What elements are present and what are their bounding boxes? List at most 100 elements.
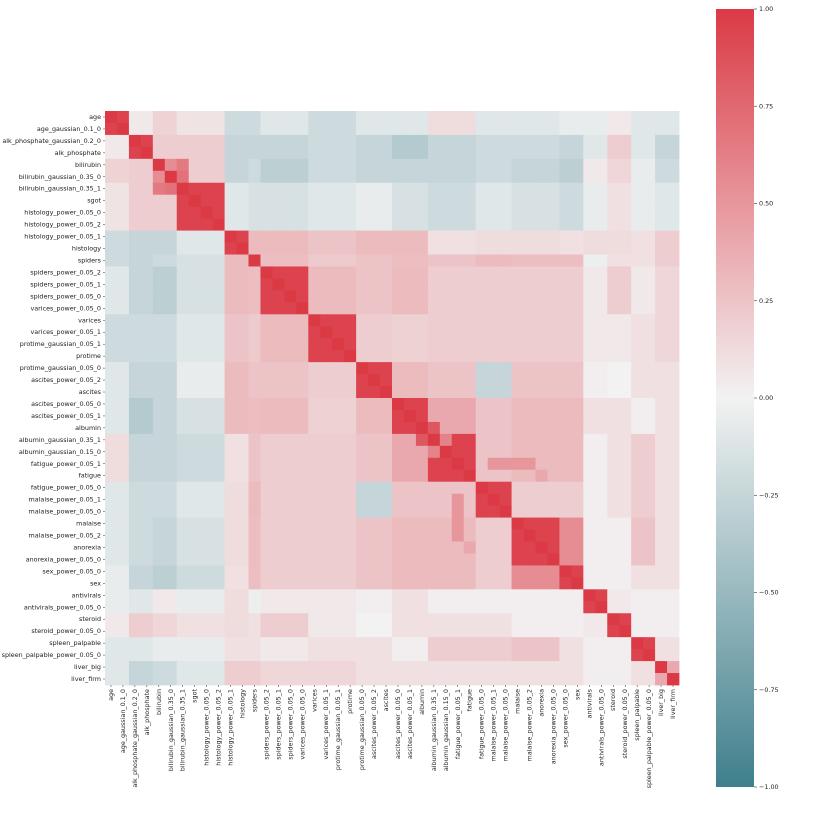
heatmap-cell bbox=[368, 529, 381, 542]
heatmap-cell bbox=[607, 613, 620, 626]
heatmap-cell bbox=[212, 661, 225, 674]
heatmap-cell bbox=[643, 326, 656, 339]
heatmap-cell bbox=[116, 649, 130, 662]
heatmap-cell bbox=[116, 577, 130, 590]
heatmap-cell bbox=[164, 517, 178, 530]
heatmap-cell bbox=[547, 386, 560, 399]
heatmap-cell bbox=[475, 529, 489, 542]
heatmap-cell bbox=[116, 386, 130, 399]
heatmap-cell bbox=[332, 170, 345, 184]
heatmap-cell bbox=[607, 481, 620, 495]
x-tick-label: albumin_gaussian_0.35_1 bbox=[430, 689, 438, 771]
heatmap-cell bbox=[655, 134, 668, 148]
heatmap-cell bbox=[116, 314, 130, 327]
heatmap-cell bbox=[583, 111, 596, 124]
heatmap-cell bbox=[224, 374, 237, 387]
heatmap-cell bbox=[140, 457, 154, 471]
heatmap-cell bbox=[595, 206, 608, 220]
heatmap-cell bbox=[140, 278, 154, 291]
x-tick-label: age_gaussian_0.1_0 bbox=[119, 689, 127, 753]
heatmap-cell bbox=[655, 338, 668, 351]
heatmap-cell bbox=[260, 170, 273, 184]
heatmap-cell bbox=[200, 673, 214, 686]
heatmap-cell bbox=[427, 433, 441, 447]
heatmap-cell bbox=[212, 553, 225, 566]
heatmap-cell bbox=[667, 146, 680, 160]
heatmap-cell bbox=[655, 589, 668, 602]
heatmap-cell bbox=[535, 242, 548, 255]
heatmap-cell bbox=[583, 290, 596, 303]
heatmap-cell bbox=[128, 134, 142, 148]
heatmap-cell bbox=[571, 601, 584, 614]
heatmap-cell bbox=[236, 362, 249, 375]
heatmap-cell bbox=[105, 206, 118, 220]
heatmap-cell bbox=[320, 170, 333, 184]
heatmap-cell bbox=[188, 589, 202, 602]
heatmap-cell bbox=[595, 398, 608, 411]
heatmap-cell bbox=[320, 421, 333, 435]
heatmap-cell bbox=[248, 493, 261, 507]
heatmap-cell bbox=[439, 146, 453, 160]
heatmap-cell bbox=[559, 242, 572, 255]
heatmap-cell bbox=[380, 302, 393, 315]
heatmap-cell bbox=[236, 170, 249, 184]
y-tick-label: bilirubin bbox=[75, 161, 101, 169]
heatmap-cell bbox=[164, 122, 178, 136]
heatmap-cell bbox=[332, 182, 345, 196]
heatmap-cell bbox=[643, 637, 656, 650]
heatmap-cell bbox=[248, 326, 261, 339]
heatmap-cell bbox=[392, 433, 405, 447]
heatmap-cell bbox=[320, 314, 333, 327]
heatmap-cell bbox=[487, 421, 501, 435]
heatmap-cell bbox=[415, 649, 429, 662]
heatmap-cell bbox=[368, 565, 381, 578]
heatmap-cell bbox=[152, 601, 166, 614]
heatmap-cell bbox=[164, 409, 178, 423]
heatmap-cell bbox=[487, 613, 501, 626]
heatmap-cell bbox=[415, 433, 429, 447]
heatmap-cell bbox=[140, 601, 154, 614]
heatmap-cell bbox=[380, 673, 393, 686]
heatmap-cell bbox=[427, 409, 441, 423]
heatmap-cell bbox=[356, 529, 369, 542]
heatmap-cell bbox=[655, 553, 668, 566]
heatmap-cell bbox=[631, 122, 644, 136]
heatmap-cell bbox=[116, 350, 130, 363]
heatmap-cell bbox=[236, 326, 249, 339]
heatmap-cell bbox=[368, 409, 381, 423]
heatmap-cell bbox=[523, 517, 536, 530]
heatmap-cell bbox=[392, 182, 405, 196]
heatmap-cell bbox=[260, 194, 273, 208]
heatmap-cell bbox=[344, 469, 357, 483]
heatmap-cell bbox=[631, 553, 644, 566]
heatmap-cell bbox=[152, 218, 166, 231]
heatmap-cell bbox=[559, 469, 572, 483]
heatmap-cell bbox=[296, 314, 309, 327]
heatmap-cell bbox=[392, 158, 405, 172]
heatmap-cell bbox=[368, 122, 381, 136]
heatmap-cell bbox=[260, 254, 273, 267]
heatmap-cell bbox=[284, 457, 297, 471]
heatmap-cell bbox=[224, 589, 237, 602]
heatmap-cell bbox=[511, 577, 524, 590]
heatmap-cell bbox=[451, 601, 465, 614]
heatmap-cell bbox=[188, 194, 202, 208]
heatmap-cell bbox=[296, 673, 309, 686]
heatmap-cell bbox=[105, 673, 118, 686]
heatmap-cell bbox=[571, 302, 584, 315]
heatmap-cell bbox=[344, 290, 357, 303]
heatmap-cell bbox=[403, 481, 417, 495]
heatmap-cell bbox=[116, 230, 130, 243]
heatmap-cell bbox=[439, 266, 453, 279]
heatmap-cell bbox=[260, 350, 273, 363]
heatmap-cell bbox=[655, 625, 668, 638]
heatmap-cell bbox=[284, 170, 297, 184]
heatmap-cell bbox=[643, 469, 656, 483]
heatmap-cell bbox=[152, 230, 166, 243]
heatmap-cell bbox=[116, 194, 130, 208]
colorbar: 1.000.750.500.250.00−0.25−0.50−0.75−1.00 bbox=[716, 5, 779, 791]
heatmap-cell bbox=[152, 565, 166, 578]
heatmap-cell bbox=[272, 529, 285, 542]
heatmap-cell bbox=[200, 457, 214, 471]
heatmap-cell bbox=[523, 637, 536, 650]
